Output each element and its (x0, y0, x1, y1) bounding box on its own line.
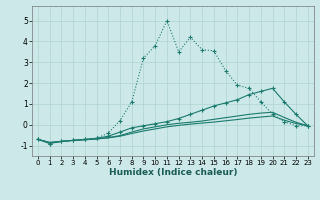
X-axis label: Humidex (Indice chaleur): Humidex (Indice chaleur) (108, 168, 237, 177)
